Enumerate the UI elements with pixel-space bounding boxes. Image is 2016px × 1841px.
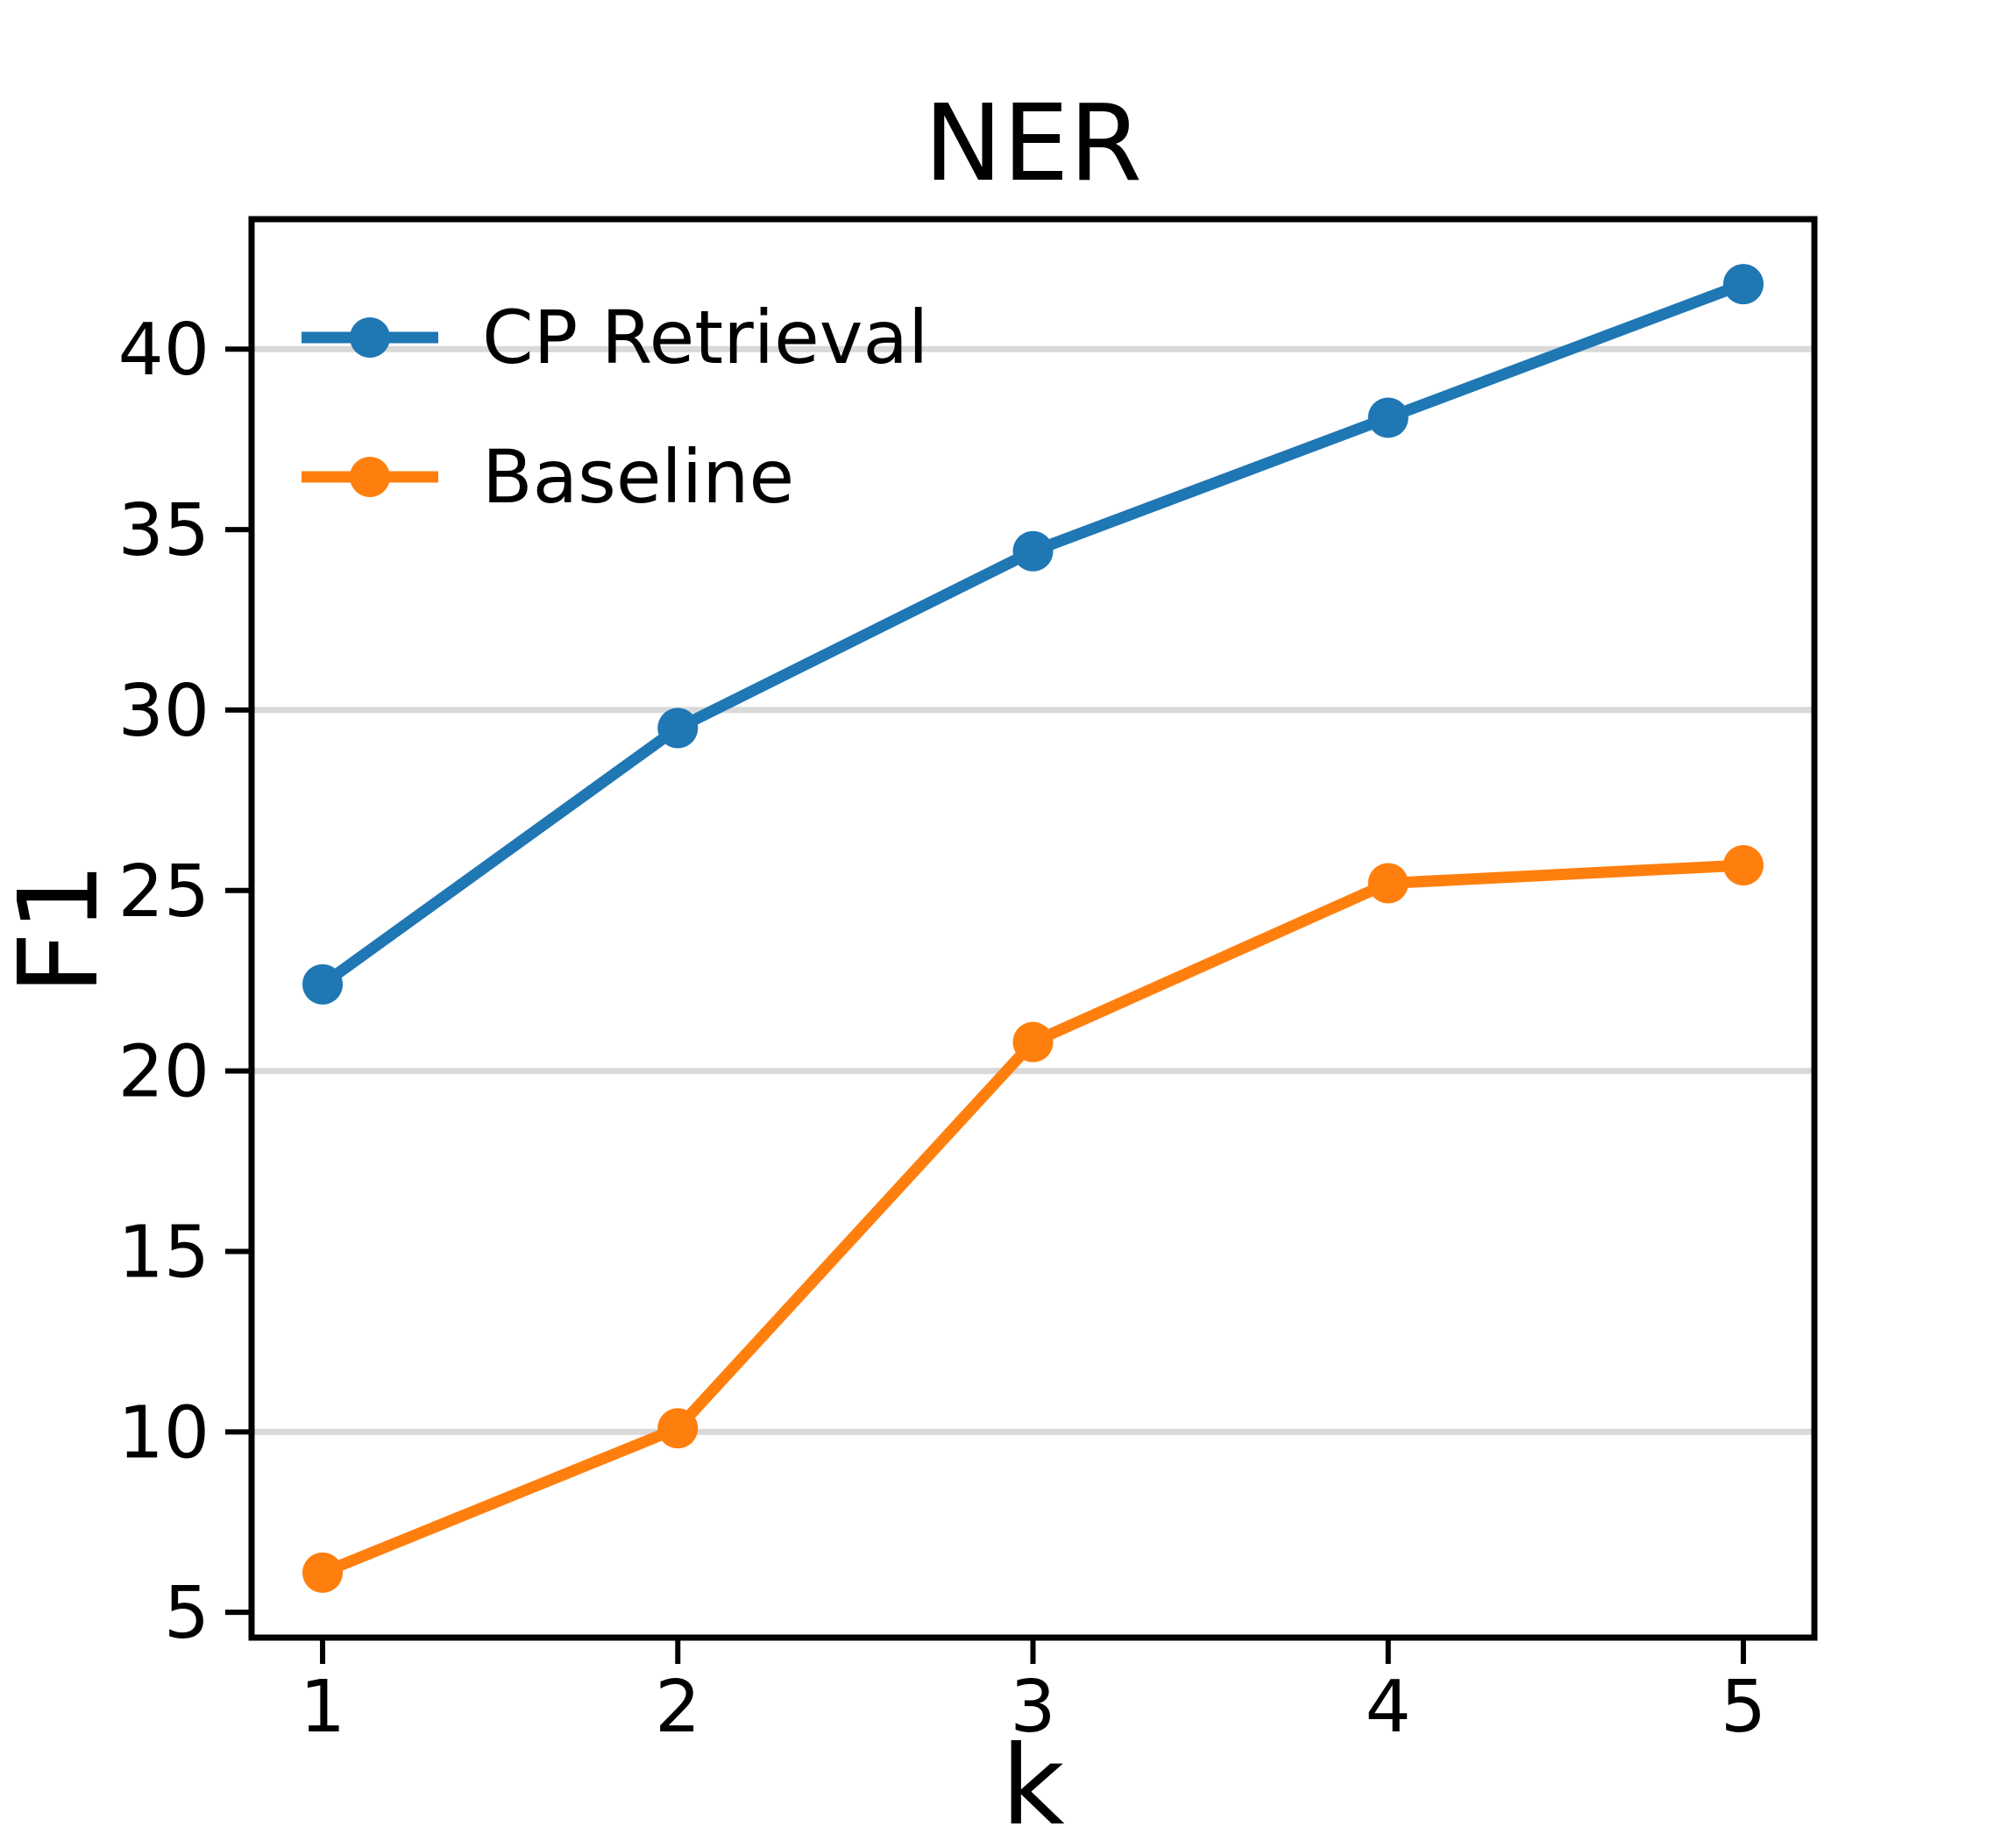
data-point [1722, 264, 1764, 305]
y-tick-label: 20 [118, 1031, 209, 1114]
legend-label: CP Retrieval [482, 295, 928, 380]
y-tick-label: 40 [118, 309, 209, 392]
series-line [320, 859, 1744, 1578]
data-series [302, 264, 1764, 1593]
legend-item: Baseline [302, 434, 794, 520]
chart-title: NER [924, 83, 1142, 205]
data-point [1367, 397, 1409, 438]
data-point [1012, 1021, 1054, 1063]
data-point [302, 963, 344, 1005]
data-point [657, 707, 699, 749]
y-tick-label: 25 [118, 850, 209, 934]
legend-item: CP Retrieval [302, 295, 928, 380]
x-tick-label: 4 [1366, 1666, 1411, 1749]
data-point [657, 1408, 699, 1449]
x-axis-label: k [1001, 1723, 1065, 1841]
y-tick-label: 15 [118, 1211, 209, 1294]
legend: CP Retrieval Baseline [302, 295, 928, 520]
plot-border [248, 216, 1818, 1641]
x-tick-label: 3 [1010, 1666, 1055, 1749]
gridlines [252, 345, 1814, 1435]
x-tick-label: 2 [655, 1666, 700, 1749]
y-axis-label: F1 [0, 862, 123, 994]
x-tick-label: 1 [300, 1666, 345, 1749]
y-tick-label: 10 [118, 1391, 209, 1475]
axes [248, 216, 1818, 1641]
legend-label: Baseline [482, 434, 794, 520]
legend-marker [350, 317, 390, 358]
legend-marker [350, 457, 390, 497]
series-baseline [302, 844, 1764, 1593]
data-point [302, 1552, 344, 1593]
data-point [1367, 863, 1409, 904]
y-tick-label: 35 [118, 489, 209, 572]
y-tick-label: 30 [118, 670, 209, 753]
data-point [1012, 530, 1054, 572]
y-tick-label: 5 [164, 1572, 209, 1655]
tick-marks [225, 346, 1746, 1664]
data-point [1722, 844, 1764, 885]
x-tick-label: 5 [1721, 1666, 1766, 1749]
series-cp-retrieval [302, 264, 1764, 1005]
tick-labels: 1 2 3 4 5 5 10 15 20 25 30 35 40 [118, 309, 1766, 1749]
